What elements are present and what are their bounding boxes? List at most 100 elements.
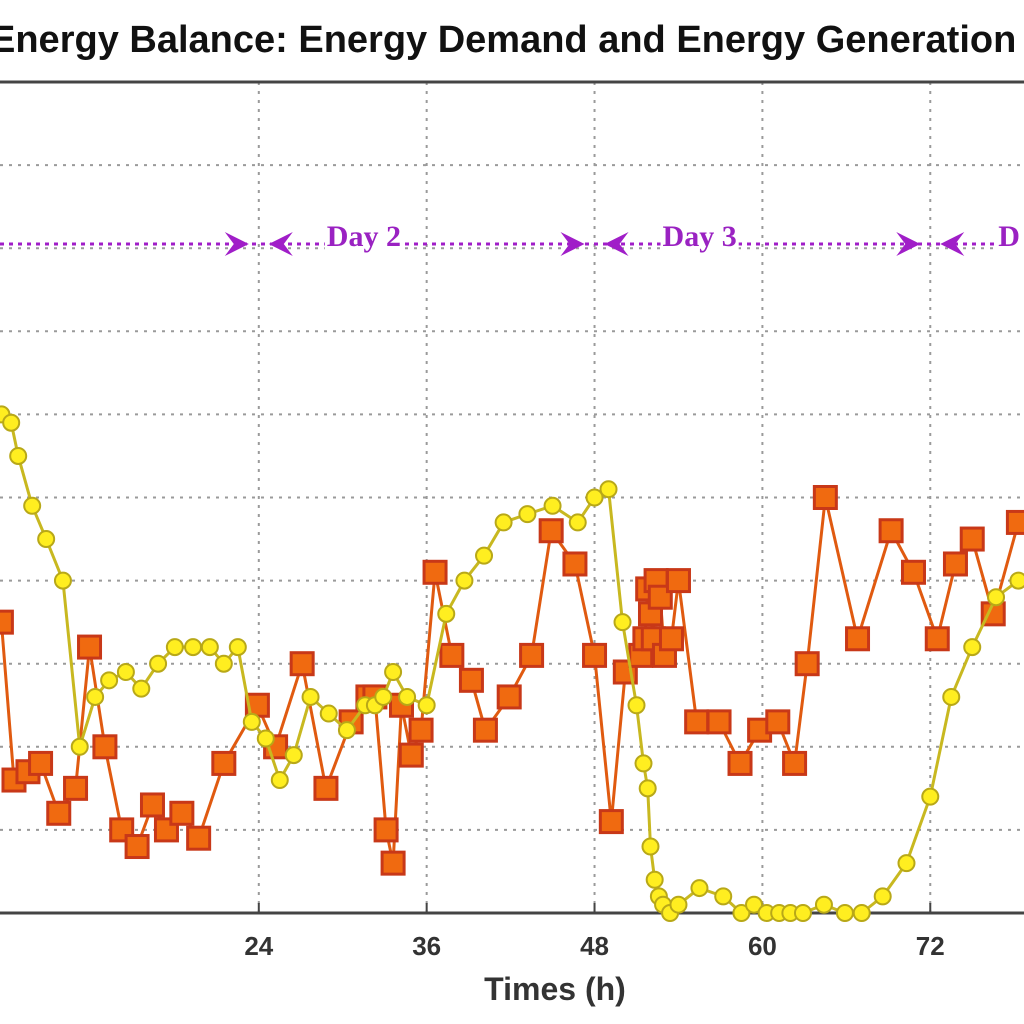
series-group — [0, 405, 1024, 922]
square-marker — [139, 792, 165, 818]
circle-marker — [214, 654, 233, 673]
circle-marker — [165, 638, 184, 657]
day-label: D — [998, 220, 1020, 253]
circle-marker — [256, 729, 275, 748]
day-label-background — [996, 222, 1022, 252]
square-marker — [658, 626, 684, 652]
circle-marker — [814, 895, 833, 914]
day-label: Day 2 — [327, 220, 401, 253]
square-marker — [647, 584, 673, 610]
circle-marker — [149, 654, 168, 673]
circle-marker — [638, 779, 657, 798]
circle-marker — [116, 663, 135, 682]
circle-marker — [873, 887, 892, 906]
circle-marker — [437, 604, 456, 623]
circle-marker — [613, 613, 632, 632]
square-marker — [373, 817, 399, 843]
day-label-background — [324, 222, 403, 252]
square-marker — [211, 750, 237, 776]
circle-marker — [284, 746, 303, 765]
circle-marker — [518, 505, 537, 524]
square-marker — [598, 809, 624, 835]
circle-marker — [641, 837, 660, 856]
square-marker — [562, 551, 588, 577]
circle-marker — [132, 679, 151, 698]
circle-marker — [835, 904, 854, 922]
circle-marker — [669, 895, 688, 914]
circle-marker — [200, 638, 219, 657]
circle-marker — [634, 754, 653, 773]
day-label: Day 3 — [663, 220, 737, 253]
circle-marker — [242, 712, 261, 731]
square-marker — [794, 651, 820, 677]
square-marker — [727, 750, 753, 776]
circle-marker — [645, 870, 664, 889]
square-marker — [924, 626, 950, 652]
square-marker — [124, 834, 150, 860]
square-marker — [706, 709, 732, 735]
day-arrow-right — [896, 232, 921, 257]
square-marker — [812, 485, 838, 510]
x-tick-label: 72 — [916, 931, 945, 961]
day-arrow-left — [940, 232, 965, 257]
square-marker — [313, 775, 339, 801]
circle-marker — [852, 904, 871, 922]
circle-marker — [184, 638, 203, 657]
square-marker — [878, 518, 904, 544]
circle-marker — [374, 687, 393, 706]
square-marker — [422, 559, 448, 585]
day-label-background — [660, 222, 739, 252]
x-tick-labels: 24 36 48 60 72 — [244, 931, 944, 961]
day-arrow-right — [224, 232, 249, 257]
square-marker — [765, 709, 791, 735]
square-marker — [942, 551, 968, 577]
square-marker — [959, 526, 985, 552]
circle-marker — [1009, 571, 1024, 590]
square-marker — [398, 742, 424, 768]
circle-marker — [37, 530, 56, 549]
circle-marker — [270, 771, 289, 790]
circle-marker — [86, 687, 105, 706]
circle-marker — [963, 638, 982, 657]
circle-marker — [455, 571, 474, 590]
square-marker — [1005, 509, 1024, 535]
square-marker — [289, 651, 315, 677]
square-marker — [439, 642, 465, 668]
day-arrow-left — [604, 232, 629, 257]
circle-marker — [398, 687, 417, 706]
day-arrow-right — [560, 232, 585, 257]
circle-marker — [23, 496, 42, 515]
square-marker — [519, 642, 545, 668]
square-marker — [169, 800, 195, 826]
chart-title: Energy Balance: Energy Demand and Energy… — [0, 19, 1016, 61]
square-marker — [458, 667, 484, 693]
square-marker — [380, 850, 406, 876]
circle-marker — [494, 513, 513, 532]
circle-marker — [475, 546, 494, 565]
square-marker — [0, 609, 14, 635]
x-tick-label: 36 — [412, 931, 441, 961]
square-marker — [77, 634, 103, 660]
x-tick-label: 48 — [580, 931, 609, 961]
square-marker — [496, 684, 522, 710]
circle-marker — [897, 854, 916, 873]
circle-marker — [53, 571, 72, 590]
square-marker — [900, 559, 926, 585]
square-marker — [782, 750, 808, 776]
circle-marker — [384, 663, 403, 682]
square-marker — [28, 750, 54, 776]
square-marker — [92, 734, 118, 760]
circle-marker — [2, 413, 21, 432]
square-marker — [186, 825, 212, 851]
circle-marker — [987, 588, 1006, 607]
x-axis-label: Times (h) — [484, 971, 626, 1007]
x-tick-label: 24 — [244, 931, 273, 961]
circle-marker — [228, 638, 247, 657]
square-marker — [472, 717, 498, 743]
square-marker — [845, 626, 871, 652]
square-marker — [684, 709, 710, 735]
square-marker — [63, 775, 89, 801]
circle-marker — [732, 904, 751, 922]
